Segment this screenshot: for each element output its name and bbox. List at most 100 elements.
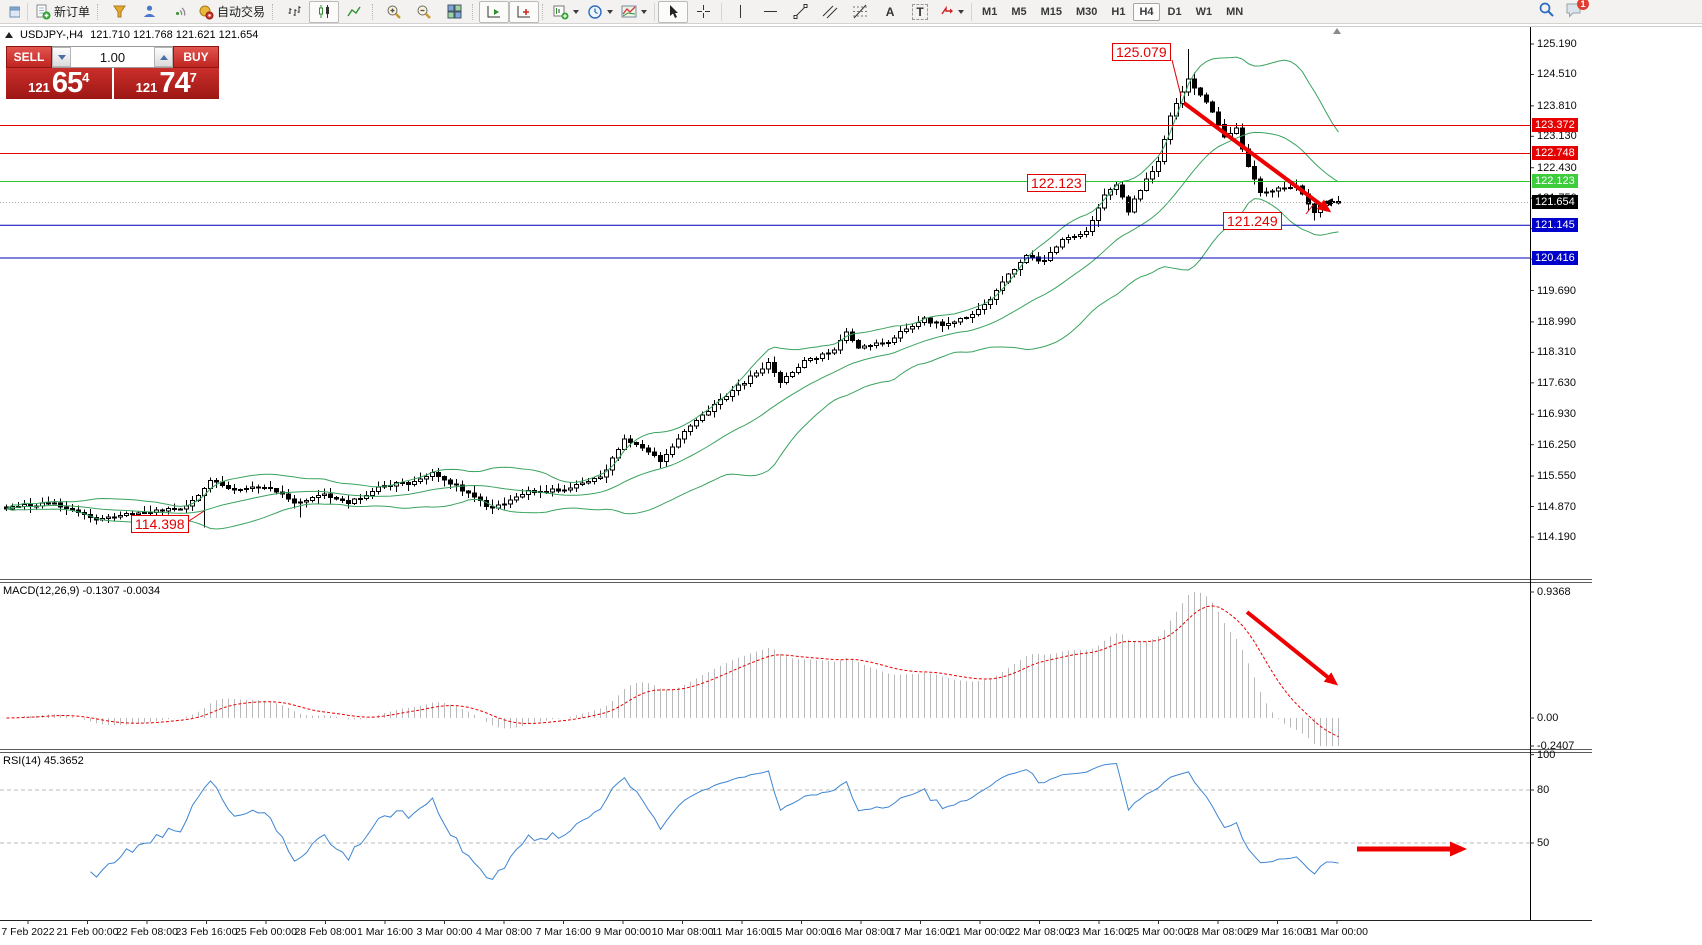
- line-chart-button[interactable]: [339, 1, 369, 23]
- indicators-dropdown[interactable]: [617, 1, 651, 23]
- candle-body: [952, 321, 957, 324]
- price-tick-label: 114.870: [1537, 500, 1576, 513]
- candle-body: [172, 507, 177, 510]
- candle-body: [1150, 170, 1155, 180]
- new-chart-dropdown[interactable]: [549, 1, 583, 23]
- timeframe-M5[interactable]: M5: [1011, 5, 1027, 18]
- candle-body: [232, 487, 237, 491]
- chart-shift-button[interactable]: [509, 0, 540, 23]
- search-button[interactable]: [1538, 1, 1555, 23]
- label-tool[interactable]: T: [905, 1, 935, 23]
- timeframe-M15[interactable]: M15: [1040, 5, 1062, 18]
- chart-ohlc: 121.710 121.768 121.621 121.654: [90, 29, 259, 41]
- volume-decrease-button[interactable]: [52, 47, 71, 67]
- time-tick-label: 9 Mar 00:00: [594, 926, 652, 938]
- equidistant-channel-tool[interactable]: [815, 1, 845, 23]
- price-callout[interactable]: 121.249: [1223, 212, 1282, 230]
- candle-body: [676, 438, 681, 448]
- candle-body: [736, 384, 741, 391]
- sell-price[interactable]: 121 65 4: [6, 68, 114, 99]
- price-callout[interactable]: 125.079: [1112, 43, 1171, 61]
- horizontal-line-tool[interactable]: [755, 1, 785, 23]
- trend-arrow-1[interactable]: [1245, 610, 1339, 686]
- candle-body: [424, 476, 429, 480]
- candle-body: [886, 341, 891, 344]
- buy-price[interactable]: 121 74 7: [114, 68, 220, 99]
- trend-arrow-0[interactable]: [1182, 101, 1332, 213]
- candle-body: [934, 321, 939, 324]
- candle-body: [214, 479, 219, 483]
- candle-body: [460, 484, 465, 492]
- notifications-button[interactable]: 1: [1565, 0, 1589, 23]
- autotrading-button[interactable]: 自动交易: [194, 1, 269, 23]
- timeframe-M1[interactable]: M1: [982, 5, 998, 18]
- community-button[interactable]: [134, 1, 164, 23]
- candle-body: [928, 317, 933, 324]
- tile-windows-button[interactable]: [439, 1, 469, 23]
- price-callout[interactable]: 122.123: [1027, 174, 1086, 192]
- market-watch-icon[interactable]: [2, 1, 24, 23]
- clock-icon: [588, 4, 602, 19]
- candle-body: [46, 502, 51, 505]
- price-tick-label: 125.190: [1537, 38, 1577, 50]
- auto-scroll-icon: [487, 5, 501, 17]
- candlestick-chart-button[interactable]: [309, 0, 340, 23]
- candle-body: [850, 331, 855, 341]
- funnel-button[interactable]: [104, 1, 134, 23]
- rsi-tick-label: 100: [1537, 748, 1556, 761]
- buy-price-point: 7: [189, 70, 197, 85]
- candle-body: [778, 371, 783, 383]
- vertical-line-tool[interactable]: [725, 1, 755, 23]
- candle-body: [448, 479, 453, 485]
- timeframe-H1[interactable]: H1: [1111, 5, 1126, 18]
- candle-body: [1120, 184, 1125, 198]
- volume-input[interactable]: [71, 47, 154, 67]
- candle-body: [550, 488, 555, 493]
- signals-button[interactable]: [164, 1, 194, 23]
- timeframe-D1[interactable]: D1: [1167, 5, 1182, 18]
- buy-button[interactable]: BUY: [173, 46, 219, 68]
- bollinger-middle: [6, 131, 1339, 514]
- crosshair-tool-button[interactable]: [688, 1, 718, 23]
- candle-body: [940, 321, 945, 327]
- candle-body: [478, 496, 483, 501]
- auto-scroll-button[interactable]: [479, 0, 510, 23]
- zoom-in-button[interactable]: [379, 1, 409, 23]
- price-level-badge: 122.748: [1532, 146, 1578, 161]
- price-callout[interactable]: 114.398: [131, 515, 189, 533]
- candle-body: [406, 482, 411, 486]
- chart-shift-icon: [517, 5, 531, 17]
- timeframe-W1[interactable]: W1: [1195, 5, 1213, 18]
- price-tick-label: 119.690: [1537, 284, 1576, 297]
- cursor-tool-button[interactable]: [658, 0, 689, 23]
- annotations: [188, 59, 1467, 857]
- text-tool[interactable]: A: [875, 1, 905, 23]
- candle-body: [916, 322, 921, 328]
- arrows-dropdown[interactable]: [935, 1, 968, 23]
- candle-body: [124, 513, 129, 517]
- price-level-badge: 121.654: [1532, 195, 1578, 210]
- candle-body: [586, 481, 591, 484]
- price-level-badge: 122.123: [1532, 174, 1578, 189]
- zoom-out-button[interactable]: [409, 1, 439, 23]
- candle-body: [784, 375, 789, 383]
- sell-button[interactable]: SELL: [6, 46, 52, 68]
- candle-body: [334, 496, 339, 500]
- timeframe-M30[interactable]: M30: [1076, 5, 1098, 18]
- periods-dropdown[interactable]: [583, 1, 617, 23]
- candle-body: [892, 337, 897, 343]
- toolbar-right-group: 1: [1538, 0, 1589, 23]
- candle-body: [1174, 103, 1179, 117]
- timeframe-MN[interactable]: MN: [1226, 5, 1244, 18]
- candle-body: [748, 375, 753, 384]
- timeframe-H4[interactable]: H4: [1133, 2, 1160, 21]
- candle-body: [646, 447, 651, 453]
- candle-body: [364, 494, 369, 499]
- volume-increase-button[interactable]: [154, 47, 173, 67]
- fibonacci-tool[interactable]: [845, 1, 875, 23]
- time-tick-label: 7 Mar 16:00: [535, 926, 592, 938]
- trendline-tool[interactable]: [785, 1, 815, 23]
- bar-chart-button[interactable]: [279, 1, 309, 23]
- new-order-button[interactable]: 新订单: [31, 1, 94, 23]
